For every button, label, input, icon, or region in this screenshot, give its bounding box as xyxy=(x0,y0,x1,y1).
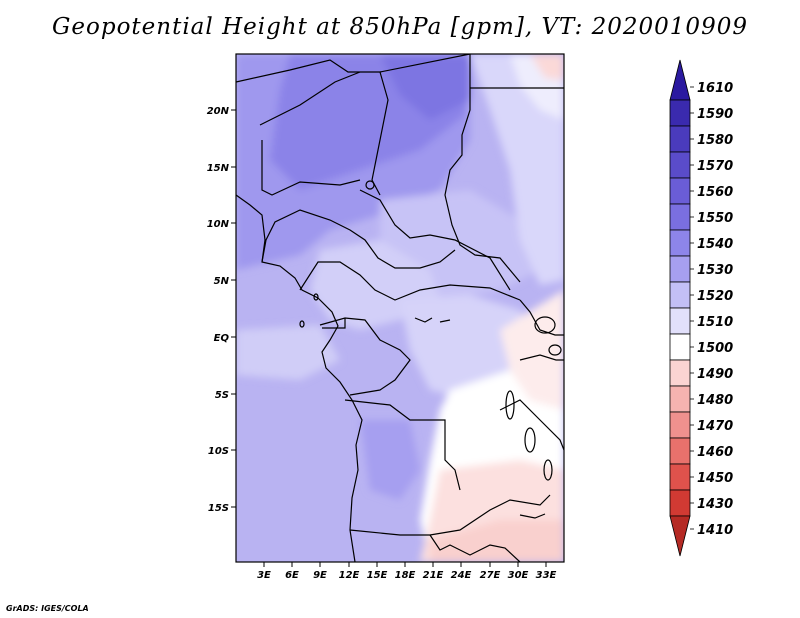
colorbar-label: 1430 xyxy=(697,497,733,512)
tick-marks xyxy=(231,109,547,567)
colorbar-swatch xyxy=(669,515,691,557)
lat-label: 10S xyxy=(208,446,229,457)
lat-axis: 20N 15N 10N 5N EQ 5S 10S 15S xyxy=(207,106,230,514)
colorbar-swatch xyxy=(669,333,691,361)
lon-label: 24E xyxy=(451,570,472,581)
grads-credit: GrADS: IGES/COLA xyxy=(6,604,89,613)
colorbar-label: 1490 xyxy=(697,367,733,382)
country-borders xyxy=(236,54,564,562)
colorbar-label: 1480 xyxy=(697,393,733,408)
colorbar-swatch xyxy=(669,411,691,439)
lon-label: 15E xyxy=(367,570,388,581)
lat-label: 5N xyxy=(214,276,230,287)
colorbar-label: 1590 xyxy=(697,107,733,122)
colorbar-label: 1510 xyxy=(697,315,733,330)
colorbar-swatch xyxy=(669,281,691,309)
colorbar-label: 1580 xyxy=(697,133,733,148)
colorbar-label: 1550 xyxy=(697,211,733,226)
colorbar-swatch xyxy=(669,125,691,153)
colorbar-label: 1460 xyxy=(697,445,733,460)
colorbar-swatch xyxy=(669,177,691,205)
colorbar-label: 1410 xyxy=(697,523,733,538)
colorbar-swatch xyxy=(669,463,691,491)
lon-label: 6E xyxy=(285,570,299,581)
colorbar-swatch xyxy=(669,437,691,465)
colorbar-swatch xyxy=(669,99,691,127)
colorbar-swatch xyxy=(669,255,691,283)
colorbar-label: 1450 xyxy=(697,471,733,486)
lon-label: 9E xyxy=(313,570,327,581)
lat-label: 20N xyxy=(207,106,230,117)
colorbar-legend: 1610 1590 1580 1570 1560 1550 1540 1530 1520 1510… xyxy=(669,59,733,557)
colorbar-swatch xyxy=(669,385,691,413)
lon-label: 12E xyxy=(339,570,360,581)
lon-label: 3E xyxy=(257,570,271,581)
lon-label: 33E xyxy=(536,570,557,581)
lat-label: 5S xyxy=(215,390,229,401)
lon-label: 21E xyxy=(423,570,444,581)
colorbar-label: 1570 xyxy=(697,159,733,174)
lat-label: 15S xyxy=(208,503,229,514)
lon-label: 18E xyxy=(395,570,416,581)
colorbar-swatch xyxy=(669,203,691,231)
colorbar-label: 1610 xyxy=(697,81,733,96)
lat-label: 10N xyxy=(207,219,230,230)
colorbar-swatch xyxy=(669,307,691,335)
colorbar-label: 1470 xyxy=(697,419,733,434)
colorbar-label: 1520 xyxy=(697,289,733,304)
colorbar-swatch xyxy=(669,229,691,257)
colorbar-label: 1560 xyxy=(697,185,733,200)
colorbar-swatch xyxy=(669,151,691,179)
plot-frame xyxy=(235,53,565,563)
lat-label: EQ xyxy=(214,333,230,344)
colorbar-label: 1500 xyxy=(697,341,733,356)
height-field xyxy=(236,54,564,562)
colorbar-label: 1540 xyxy=(697,237,733,252)
colorbar-swatch xyxy=(669,59,691,101)
colorbar-swatch xyxy=(669,489,691,517)
lon-label: 27E xyxy=(480,570,501,581)
lon-axis: 3E 6E 9E 12E 15E 18E 21E 24E 27E 30E 33E xyxy=(257,570,556,581)
lon-label: 30E xyxy=(508,570,529,581)
map-title: Geopotential Height at 850hPa [gpm], VT:… xyxy=(52,14,748,40)
colorbar-swatch xyxy=(669,359,691,387)
colorbar-label: 1530 xyxy=(697,263,733,278)
lat-label: 15N xyxy=(207,163,230,174)
